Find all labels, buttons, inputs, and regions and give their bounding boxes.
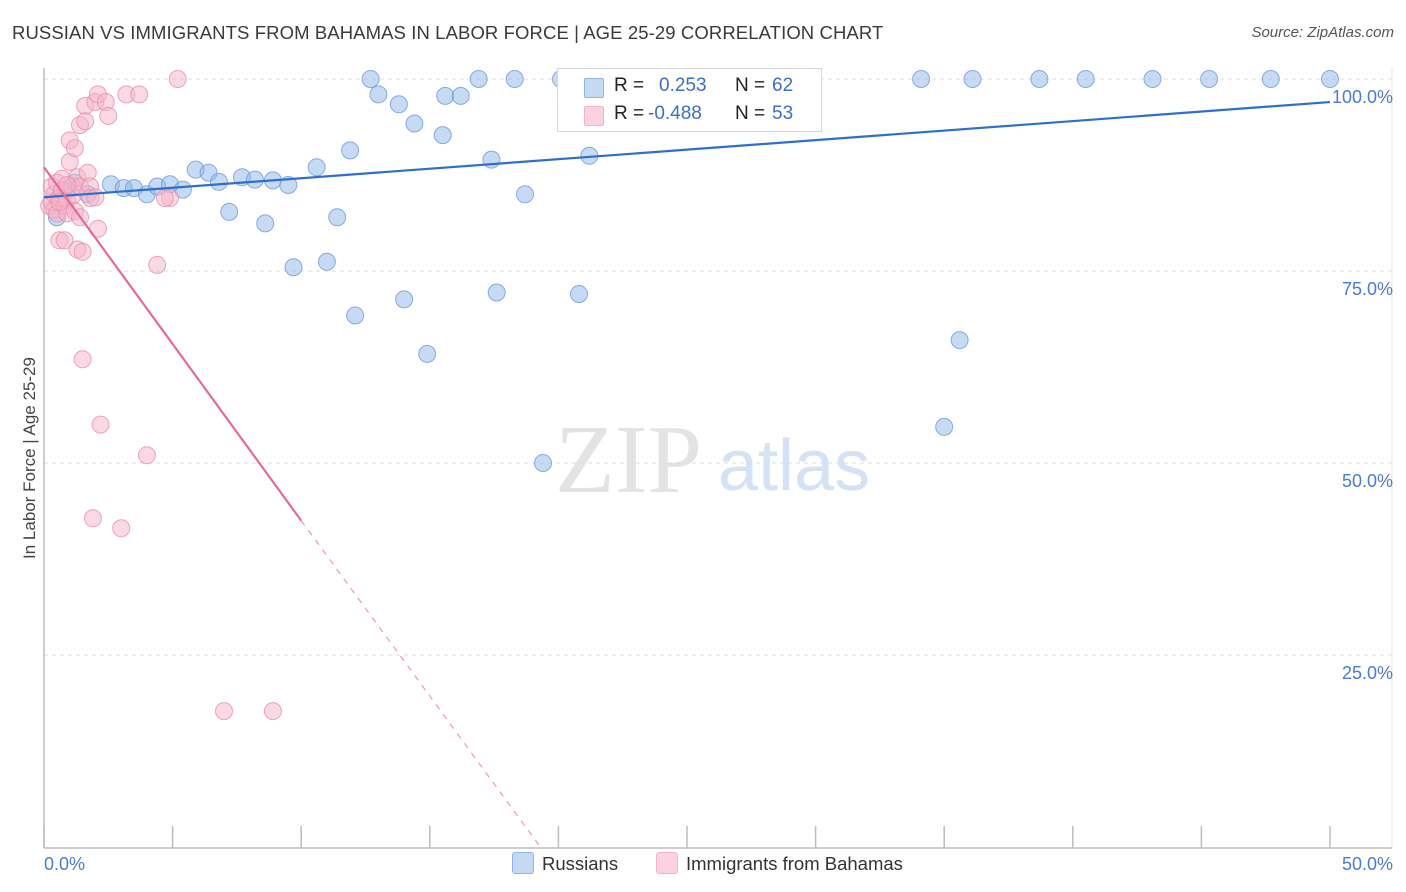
x-tick-label-min: 0.0% xyxy=(44,854,85,874)
n-label: N = xyxy=(735,75,766,96)
russians-point xyxy=(487,283,506,302)
russians-point xyxy=(209,172,228,191)
legend-label-russians: Russians xyxy=(542,853,619,874)
r-label: R = xyxy=(614,103,645,124)
r-label: R = xyxy=(614,75,645,96)
russians-point xyxy=(256,214,275,233)
x-tick-label-max: 50.0% xyxy=(1342,854,1393,874)
source-credit: Source: ZipAtlas.com xyxy=(1251,24,1394,41)
bahamas-swatch xyxy=(584,106,604,126)
russians-point xyxy=(389,95,408,114)
russians-point xyxy=(341,141,360,160)
bahamas-point xyxy=(130,85,149,104)
bahamas-point xyxy=(73,242,92,261)
legend-swatch-russians xyxy=(512,852,534,874)
bahamas-point xyxy=(155,189,174,207)
russians-point xyxy=(395,290,414,309)
bahamas-point xyxy=(137,446,156,465)
bahamas-point xyxy=(86,188,105,207)
russians-point xyxy=(436,86,455,105)
russians-point xyxy=(1143,70,1162,88)
russians-point xyxy=(220,202,239,221)
russians-point xyxy=(328,208,347,227)
russians-point xyxy=(1321,70,1339,88)
russians-point xyxy=(963,70,982,88)
russians-swatch xyxy=(584,78,604,98)
bahamas-point xyxy=(148,255,167,274)
bahamas-point xyxy=(58,176,77,194)
legend-label-bahamas: Immigrants from Bahamas xyxy=(686,853,903,874)
chart-title: RUSSIAN VS IMMIGRANTS FROM BAHAMAS IN LA… xyxy=(12,22,884,43)
bahamas-point xyxy=(91,415,110,434)
russians-point xyxy=(173,180,192,199)
russians-point xyxy=(935,417,954,436)
russians-point xyxy=(950,331,969,350)
y-tick-label: 100.0% xyxy=(1332,87,1393,107)
bahamas-trend-extension xyxy=(300,520,541,848)
bahamas-point xyxy=(73,350,92,369)
bahamas-point xyxy=(99,106,118,125)
russians-point xyxy=(317,252,336,271)
legend-item-russians[interactable]: Russians xyxy=(512,852,618,875)
watermark-atlas: atlas xyxy=(718,426,870,506)
data-points xyxy=(40,70,1339,721)
legend-item-bahamas[interactable]: Immigrants from Bahamas xyxy=(656,852,903,875)
y-tick-label: 50.0% xyxy=(1342,471,1393,491)
russians-point xyxy=(534,454,552,472)
stats-row-bahamas: R = -0.488 N = 53 xyxy=(558,102,821,128)
stats-box: R = 0.253 N = 62 R = -0.488 N = 53 xyxy=(557,68,822,132)
watermark-zip: ZIP xyxy=(555,406,702,514)
n-value: 53 xyxy=(772,103,794,124)
russians-point xyxy=(570,285,588,303)
russians-trend-line xyxy=(43,100,1331,199)
r-value: -0.488 xyxy=(648,103,702,124)
russians-point xyxy=(1076,70,1095,88)
bahamas-point xyxy=(55,231,74,250)
bahamas-point xyxy=(83,509,102,528)
russians-point xyxy=(307,158,326,177)
russians-point xyxy=(245,170,264,189)
y-tick-label: 75.0% xyxy=(1342,279,1393,299)
bahamas-point xyxy=(168,70,187,88)
russians-point xyxy=(469,70,488,88)
russians-point xyxy=(505,70,524,88)
russians-point xyxy=(279,176,298,194)
n-value: 62 xyxy=(772,75,794,96)
y-tick-label: 25.0% xyxy=(1342,663,1393,683)
bahamas-point xyxy=(112,519,131,538)
stats-row-russians: R = 0.253 N = 62 xyxy=(558,74,821,100)
trend-lines xyxy=(43,100,1331,848)
bahamas-point xyxy=(215,702,233,721)
n-label: N = xyxy=(735,103,766,124)
russians-point xyxy=(361,70,380,88)
russians-point xyxy=(405,114,424,133)
russians-point xyxy=(369,85,388,104)
russians-point xyxy=(1030,70,1049,88)
bahamas-point xyxy=(76,112,95,131)
russians-point xyxy=(418,344,437,363)
legend-swatch-bahamas xyxy=(656,852,678,874)
tick-labels: 25.0% 50.0% 75.0% 100.0% 0.0% 50.0% xyxy=(44,87,1393,874)
bahamas-point xyxy=(263,702,282,721)
russians-point xyxy=(912,70,931,88)
bahamas-trend-line xyxy=(43,166,303,522)
russians-point xyxy=(346,306,365,325)
russians-point xyxy=(516,185,534,204)
gridlines xyxy=(44,68,1393,848)
russians-point xyxy=(284,258,303,277)
russians-point xyxy=(451,86,470,105)
r-value: 0.253 xyxy=(659,75,707,96)
bahamas-point xyxy=(65,139,84,158)
russians-point xyxy=(1200,70,1219,88)
russians-point xyxy=(433,126,452,145)
russians-point xyxy=(1261,70,1280,88)
legend: Russians Immigrants from Bahamas xyxy=(0,852,1406,878)
